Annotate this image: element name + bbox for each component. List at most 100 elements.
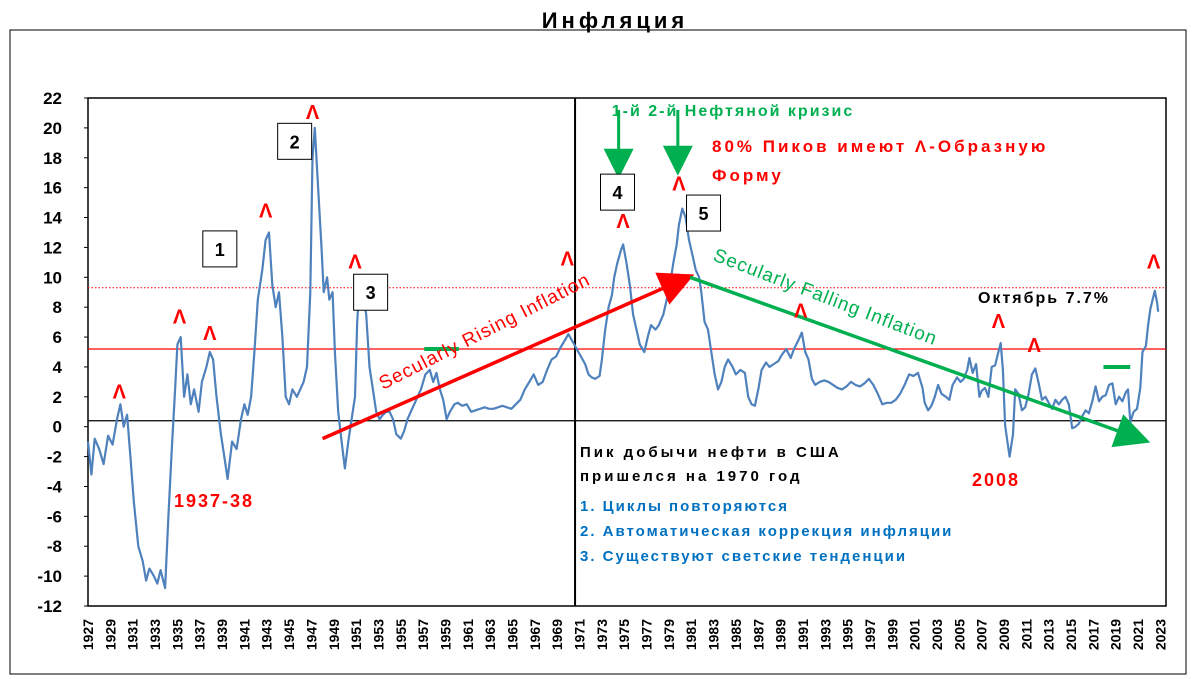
rising-trend-arrow xyxy=(321,272,695,441)
numbered-box-frame xyxy=(353,273,389,311)
reference-lines xyxy=(88,98,1166,606)
y-tick-label: -12 xyxy=(37,597,62,616)
x-tick-label: 1961 xyxy=(460,619,476,650)
plot-area-frame xyxy=(87,97,1167,607)
numbered-box-frame xyxy=(686,194,722,232)
x-tick-label: 1983 xyxy=(706,619,722,650)
y-tick-label: 6 xyxy=(53,328,62,347)
inflation-series-line xyxy=(86,126,1160,590)
x-tick-label: 1967 xyxy=(527,619,543,650)
october-label: Октябрь 7.7% xyxy=(978,290,1110,307)
x-tick-label: 1943 xyxy=(259,619,275,650)
x-axis-ticks: 1927 1929 1931 1933 1935 1937 1939 1941 1943 1945… xyxy=(80,619,1168,650)
falling-trend-arrow xyxy=(689,275,1151,448)
x-tick-label: 1941 xyxy=(236,619,252,650)
x-tick-label: 2017 xyxy=(1085,619,1101,650)
x-tick-label: 1975 xyxy=(616,619,632,650)
x-tick-label: 1963 xyxy=(482,619,498,650)
peak-marker: Λ xyxy=(992,311,1006,333)
x-tick-label: 1999 xyxy=(884,619,900,650)
oil-crisis-label: 1-й 2-й Нефтяной кризис xyxy=(612,103,854,120)
peak-marker: Λ xyxy=(616,211,630,233)
x-tick-label: 2015 xyxy=(1063,619,1079,650)
peak-marker: Λ xyxy=(1147,251,1161,273)
peaks-note-line2: Форму xyxy=(712,166,784,185)
outer-frame xyxy=(9,29,1187,675)
chart-title: Инфляция xyxy=(542,8,689,33)
peak-marker: Λ xyxy=(348,251,362,273)
x-tick-label: 1953 xyxy=(370,619,386,650)
x-tick-label: 1971 xyxy=(572,619,588,650)
y-tick-label: -10 xyxy=(37,567,62,586)
x-tick-label: 1937 xyxy=(192,619,208,650)
note-item-3: 3. Существуют светские тенденции xyxy=(580,548,907,565)
peak-marker: Λ xyxy=(306,102,320,124)
x-tick-label: 2007 xyxy=(974,619,990,650)
numbered-box-label: 1 xyxy=(215,240,225,260)
x-tick-label: 1929 xyxy=(102,619,118,650)
x-tick-label: 2013 xyxy=(1041,619,1057,650)
peak-marker: Λ xyxy=(173,307,187,329)
y-tick-label: -8 xyxy=(47,537,62,556)
numbered-box-3: 3 xyxy=(353,273,389,311)
x-tick-label: 2023 xyxy=(1152,619,1168,650)
y-tick-label: -4 xyxy=(47,477,63,496)
numbered-box-2: 2 xyxy=(277,122,313,160)
x-tick-label: 2005 xyxy=(951,619,967,650)
x-tick-label: 1947 xyxy=(303,619,319,650)
y-tick-label: 4 xyxy=(53,358,63,377)
y-tick-label: 20 xyxy=(43,119,62,138)
label-1937-38: 1937-38 xyxy=(174,491,254,511)
numbered-box-frame xyxy=(202,230,238,268)
y-tick-label: 18 xyxy=(43,149,62,168)
y-tick-label: -6 xyxy=(47,507,62,526)
y-tick-label: 14 xyxy=(43,209,62,228)
x-tick-label: 1977 xyxy=(639,619,655,650)
x-tick-label: 1973 xyxy=(594,619,610,650)
numbered-box-label: 5 xyxy=(699,204,709,224)
oil-peak-line2: пришелся на 1970 год xyxy=(580,468,803,485)
numbered-box-1: 1 xyxy=(202,230,238,268)
x-tick-label: 1969 xyxy=(549,619,565,650)
peak-marker: Λ xyxy=(259,201,273,223)
x-tick-label: 2011 xyxy=(1018,619,1034,650)
peak-marker: Λ xyxy=(113,381,127,403)
x-tick-label: 2001 xyxy=(907,619,923,650)
note-item-1: 1. Циклы повторяются xyxy=(580,498,789,515)
x-tick-label: 1987 xyxy=(750,619,766,650)
series-layer xyxy=(86,126,1160,590)
y-tick-label: 12 xyxy=(43,238,62,257)
x-tick-label: 1981 xyxy=(683,619,699,650)
x-tick-label: 1993 xyxy=(817,619,833,650)
numbered-box-label: 4 xyxy=(612,183,622,203)
peak-marker: Λ xyxy=(794,301,808,323)
x-tick-label: 1989 xyxy=(773,619,789,650)
note-item-2: 2. Автоматическая коррекция инфляции xyxy=(580,523,953,540)
peaks-note-line1: 80% Пиков имеют Λ-Образную xyxy=(712,137,1048,156)
x-tick-label: 1985 xyxy=(728,619,744,650)
x-tick-label: 1955 xyxy=(393,619,409,650)
trend-arrows xyxy=(321,109,1151,448)
y-tick-label: 8 xyxy=(53,298,62,317)
numbered-box-label: 2 xyxy=(290,132,300,152)
x-tick-label: 1997 xyxy=(862,619,878,650)
y-tick-label: 2 xyxy=(53,388,62,407)
peak-marker: Λ xyxy=(203,323,217,345)
x-tick-label: 1965 xyxy=(504,619,520,650)
y-tick-label: 22 xyxy=(43,89,62,108)
x-tick-label: 1995 xyxy=(840,619,856,650)
x-tick-label: 1933 xyxy=(147,619,163,650)
x-tick-label: 1931 xyxy=(125,619,141,650)
x-tick-label: 2021 xyxy=(1130,619,1146,650)
numbered-box-4: 4 xyxy=(600,173,636,211)
x-tick-label: 1979 xyxy=(661,619,677,650)
numbered-box-frame xyxy=(600,173,636,211)
y-tick-label: 0 xyxy=(53,418,62,437)
x-tick-label: 1927 xyxy=(80,619,96,650)
numbered-labels: 1 2 3 4 5 xyxy=(202,122,722,311)
x-tick-label: 1991 xyxy=(795,619,811,650)
y-tick-label: 10 xyxy=(43,268,62,287)
oil-peak-line1: Пик добычи нефти в США xyxy=(580,444,842,461)
